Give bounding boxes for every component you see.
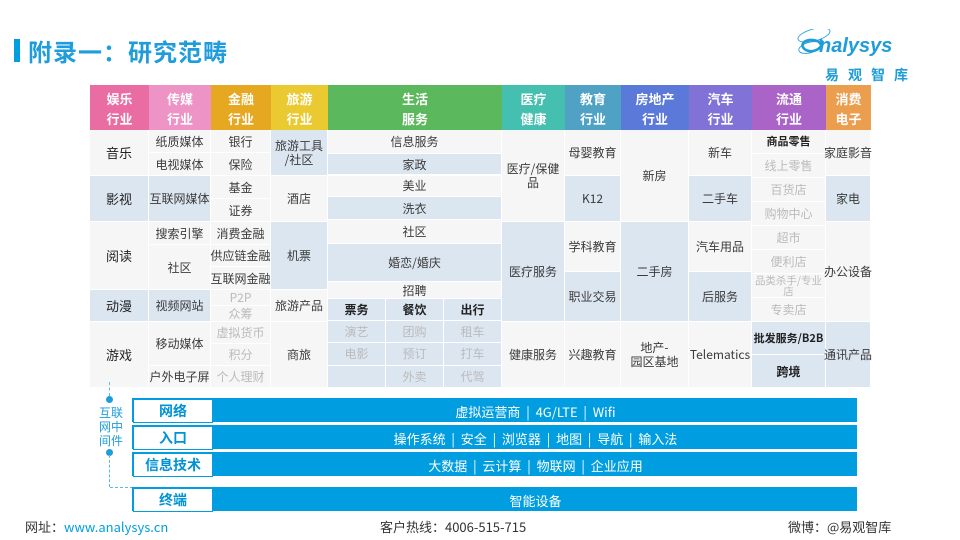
svg-text:nalysys: nalysys bbox=[819, 35, 892, 57]
